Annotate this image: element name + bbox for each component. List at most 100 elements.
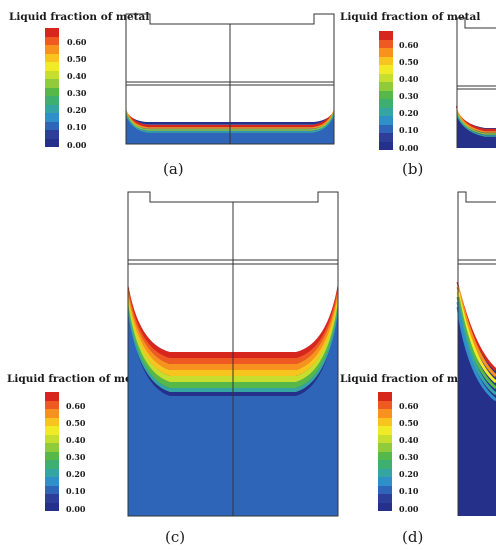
tick-label: 0.30 — [399, 91, 419, 101]
colorbar-band — [379, 31, 393, 40]
colorbar-band — [45, 138, 59, 147]
tick-label: 0.10 — [66, 486, 86, 496]
colorbar-band — [379, 107, 393, 116]
colorbar-band — [379, 133, 393, 142]
tick-label: 0.20 — [66, 469, 86, 479]
colorbar-band — [378, 485, 392, 494]
colorbar-band — [379, 99, 393, 108]
colorbar-band — [45, 96, 59, 105]
colorbar-band — [379, 65, 393, 74]
colorbar-band — [379, 90, 393, 99]
colorbar-band — [378, 434, 392, 443]
colorbar — [379, 31, 393, 150]
caption-c: (c) — [165, 528, 186, 546]
simulation-panel-b — [455, 17, 496, 148]
colorbar — [378, 392, 392, 511]
colorbar-band — [378, 417, 392, 426]
colorbar-band — [379, 39, 393, 48]
tick-label: 0.20 — [399, 469, 419, 479]
colorbar-band — [45, 113, 59, 122]
tick-label: 0.40 — [399, 74, 419, 84]
tick-label: 0.60 — [66, 401, 86, 411]
tick-label: 0.20 — [67, 105, 87, 115]
legend-d: Liquid fraction of metal 0.60 0.50 0.40 … — [340, 370, 480, 530]
colorbar-band — [45, 121, 59, 130]
colorbar-band — [378, 494, 392, 503]
colorbar — [45, 392, 59, 511]
caption-a: (a) — [163, 160, 184, 178]
tick-label: 0.00 — [399, 504, 419, 514]
colorbar-band — [45, 104, 59, 113]
colorbar-band — [45, 28, 59, 37]
tick-label: 0.30 — [67, 88, 87, 98]
tick-label: 0.10 — [399, 125, 419, 135]
colorbar-band — [379, 48, 393, 57]
colorbar-band — [378, 392, 392, 401]
colorbar-band — [45, 460, 59, 469]
colorbar-band — [378, 468, 392, 477]
colorbar-band — [45, 426, 59, 435]
tick-label: 0.50 — [399, 57, 419, 67]
tick-label: 0.40 — [399, 435, 419, 445]
colorbar-band — [379, 56, 393, 65]
colorbar-band — [379, 124, 393, 133]
colorbar-band — [45, 36, 59, 45]
tick-label: 0.60 — [67, 37, 87, 47]
caption-b: (b) — [402, 160, 424, 178]
colorbar-band — [45, 468, 59, 477]
tick-label: 0.30 — [66, 452, 86, 462]
tick-label: 0.00 — [66, 504, 86, 514]
tick-label: 0.20 — [399, 108, 419, 118]
colorbar — [45, 28, 59, 147]
colorbar-band — [45, 62, 59, 71]
colorbar-band — [45, 443, 59, 452]
colorbar-band — [378, 400, 392, 409]
colorbar-band — [379, 116, 393, 125]
colorbar-band — [379, 73, 393, 82]
simulation-panel-a — [125, 13, 335, 145]
tick-label: 0.00 — [67, 140, 87, 150]
legend-c: Liquid fraction of metal 0.60 0.50 0.40 … — [0, 370, 147, 530]
colorbar-band — [45, 502, 59, 511]
legend-title: Liquid fraction of metal — [7, 373, 148, 385]
colorbar-band — [379, 82, 393, 91]
colorbar-band — [45, 400, 59, 409]
legend-a: Liquid fraction of metal 0.60 0.50 0.40 … — [0, 0, 149, 160]
tick-label: 0.50 — [67, 54, 87, 64]
tick-label: 0.60 — [399, 40, 419, 50]
colorbar-band — [378, 460, 392, 469]
caption-d: (d) — [402, 528, 424, 546]
tick-label: 0.40 — [66, 435, 86, 445]
colorbar-band — [378, 426, 392, 435]
legend-b: Liquid fraction of metal 0.60 0.50 0.40 … — [336, 0, 480, 160]
tick-label: 0.60 — [399, 401, 419, 411]
colorbar-band — [45, 417, 59, 426]
legend-title: Liquid fraction of metal — [9, 11, 150, 23]
colorbar-band — [45, 53, 59, 62]
colorbar-band — [45, 87, 59, 96]
colorbar-band — [45, 130, 59, 139]
legend-title: Liquid fraction of metal — [340, 11, 481, 23]
colorbar-band — [45, 45, 59, 54]
colorbar-band — [379, 141, 393, 150]
colorbar-band — [45, 477, 59, 486]
colorbar-band — [45, 70, 59, 79]
colorbar-band — [45, 79, 59, 88]
simulation-panel-c — [127, 191, 339, 517]
tick-label: 0.50 — [399, 418, 419, 428]
colorbar-band — [378, 502, 392, 511]
tick-label: 0.00 — [399, 143, 419, 153]
legend-title: Liquid fraction of metal — [340, 373, 481, 385]
colorbar-band — [378, 451, 392, 460]
tick-label: 0.40 — [67, 71, 87, 81]
colorbar-band — [378, 477, 392, 486]
colorbar-band — [45, 494, 59, 503]
colorbar-band — [378, 409, 392, 418]
colorbar-band — [45, 451, 59, 460]
colorbar-band — [45, 485, 59, 494]
simulation-panel-d — [456, 191, 496, 516]
tick-label: 0.50 — [66, 418, 86, 428]
tick-label: 0.30 — [399, 452, 419, 462]
tick-label: 0.10 — [399, 486, 419, 496]
tick-label: 0.10 — [67, 122, 87, 132]
